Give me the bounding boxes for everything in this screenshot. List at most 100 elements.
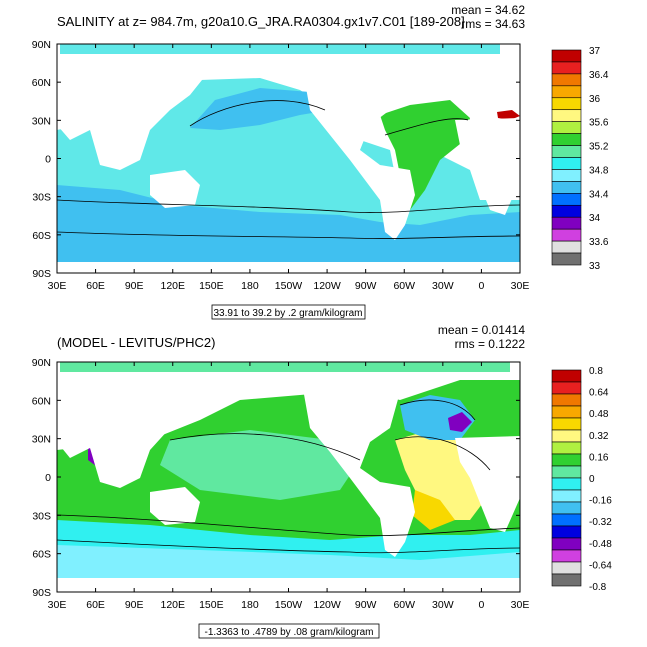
- lon-tick-label: 30W: [432, 280, 454, 292]
- colorbar-swatch: [551, 169, 582, 182]
- salinity-colorbar: 37 36.4 36 35.6 35.2 34.8 34.4 34 33.6 33: [551, 46, 609, 272]
- colorbar-swatch: [551, 145, 582, 158]
- lat-tick-label: 90N: [32, 357, 51, 369]
- lon-tick-label: 180: [241, 599, 259, 611]
- lat-tick-label: 60N: [32, 395, 51, 407]
- colorbar-swatch: [551, 393, 582, 407]
- lon-tick-label: 60W: [393, 599, 415, 611]
- colorbar-swatch: [551, 405, 582, 419]
- salinity-contour-info-box: [211, 304, 366, 320]
- salinity-land-americas: [300, 54, 415, 240]
- colorbar-swatch: [551, 204, 582, 218]
- salinity-title: SALINITY at z= 984.7m, g20a10.G_JRA.RA03…: [57, 14, 465, 29]
- salinity-med-red: [497, 110, 520, 120]
- difference-natl-purple: [448, 412, 472, 432]
- difference-rms: rms = 0.1222: [455, 337, 526, 351]
- lon-tick-label: 180: [241, 280, 259, 292]
- lon-tick-label: 30E: [48, 280, 67, 292]
- difference-land-africa: [455, 436, 520, 532]
- lat-tick-label: 90S: [32, 268, 51, 280]
- colorbar-label: 0.16: [589, 452, 609, 463]
- lat-tick-label: 30N: [32, 115, 51, 127]
- lat-tick-label: 60S: [32, 549, 51, 561]
- salinity-land-africa: [455, 118, 520, 215]
- lon-tick-label: 90W: [355, 280, 377, 292]
- difference-mean: mean = 0.01414: [438, 323, 525, 337]
- salinity-rms: rms = 34.63: [461, 17, 525, 31]
- lat-tick-label: 30N: [32, 434, 51, 446]
- colorbar-swatch: [551, 49, 582, 63]
- lon-tick-label: 120W: [313, 280, 341, 292]
- difference-pac-aqua: [160, 430, 360, 500]
- colorbar-swatch: [551, 133, 582, 146]
- difference-land-australia: [150, 487, 200, 525]
- difference-panel: (MODEL - LEVITUS/PHC2) mean = 0.01414 rm…: [32, 323, 612, 639]
- lon-tick-label: 90W: [355, 599, 377, 611]
- lon-tick-label: 30E: [511, 599, 530, 611]
- difference-contour-info: -1.3363 to .4789 by .08 gram/kilogram: [205, 627, 374, 638]
- colorbar-swatch: [551, 573, 582, 587]
- colorbar-swatch: [551, 97, 582, 111]
- salinity-land-asia: [57, 54, 210, 170]
- colorbar-label: 35.2: [589, 142, 609, 153]
- colorbar-label: 34: [589, 213, 601, 224]
- lon-tick-label: 150W: [275, 599, 303, 611]
- colorbar-swatch: [551, 228, 582, 242]
- colorbar-swatch: [551, 85, 582, 99]
- lon-tick-label: 30E: [48, 599, 67, 611]
- lon-tick-label: 30W: [432, 599, 454, 611]
- difference-land-asia: [57, 372, 210, 488]
- colorbar-label: 0.8: [589, 366, 603, 377]
- lon-tick-label: 30E: [511, 280, 530, 292]
- colorbar-label: 37: [589, 46, 601, 57]
- colorbar-label: -0.8: [589, 582, 607, 593]
- colorbar-label: -0.32: [589, 517, 612, 528]
- colorbar-swatch: [551, 181, 582, 194]
- colorbar-label: 0.64: [589, 388, 609, 399]
- lon-tick-label: 120E: [160, 599, 185, 611]
- colorbar-swatch: [551, 216, 582, 230]
- lon-tick-label: 150E: [199, 599, 224, 611]
- salinity-contours: [57, 100, 520, 239]
- lon-tick-label: 60E: [86, 280, 105, 292]
- colorbar-label: 0.32: [589, 431, 609, 442]
- salinity-arctic-band: [60, 44, 500, 54]
- lon-tick-label: 90E: [125, 599, 144, 611]
- difference-contour-info-box: [198, 623, 380, 639]
- salinity-land-australia: [150, 170, 200, 208]
- colorbar-label: 34.8: [589, 165, 609, 176]
- colorbar-swatch: [551, 441, 582, 455]
- lon-tick-label: 120W: [313, 599, 341, 611]
- colorbar-swatch: [551, 513, 582, 527]
- colorbar-label: 0.48: [589, 409, 609, 420]
- lat-tick-label: 30S: [32, 192, 51, 204]
- colorbar-label: -0.16: [589, 496, 612, 507]
- difference-arctic-band: [60, 362, 510, 372]
- lat-tick-label: 90N: [32, 39, 51, 51]
- lon-tick-label: 120E: [160, 280, 185, 292]
- colorbar-swatch: [551, 465, 582, 479]
- colorbar-swatch: [551, 381, 582, 395]
- colorbar-swatch: [551, 252, 582, 266]
- lon-tick-label: 90E: [125, 280, 144, 292]
- lat-tick-label: 0: [45, 472, 51, 484]
- salinity-mean: mean = 34.62: [451, 3, 525, 17]
- colorbar-swatch: [551, 193, 582, 206]
- colorbar-label: 33.6: [589, 237, 609, 248]
- colorbar-label: 33: [589, 261, 601, 272]
- lon-tick-label: 60E: [86, 599, 105, 611]
- colorbar-swatch: [551, 429, 582, 443]
- lon-tick-label: 150W: [275, 280, 303, 292]
- salinity-contour-info: 33.91 to 39.2 by .2 gram/kilogram: [214, 308, 363, 319]
- lon-tick-label: 60W: [393, 280, 415, 292]
- salinity-npac-blue: [190, 88, 330, 130]
- colorbar-swatch: [551, 561, 582, 575]
- lon-tick-label: 0: [478, 280, 484, 292]
- colorbar-swatch: [551, 537, 582, 551]
- lat-tick-label: 90S: [32, 587, 51, 599]
- colorbar-swatch: [551, 121, 582, 134]
- colorbar-label: 0: [589, 474, 595, 485]
- colorbar-swatch: [551, 525, 582, 539]
- colorbar-swatch: [551, 109, 582, 122]
- colorbar-swatch: [551, 477, 582, 491]
